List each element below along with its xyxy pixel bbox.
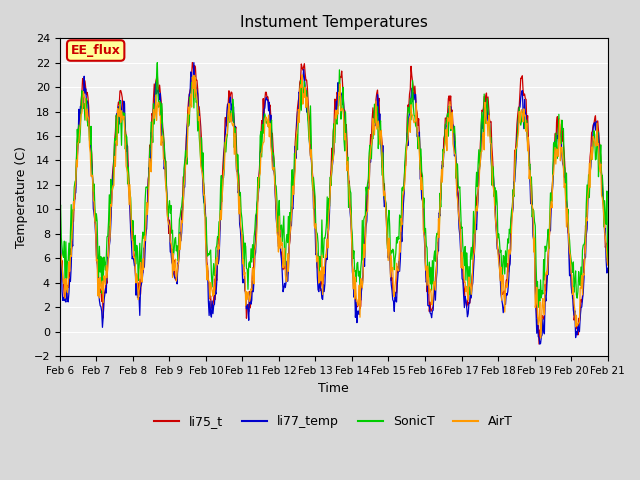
li75_t	[604, 252, 611, 258]
SonicT	[122, 132, 130, 138]
SonicT	[534, 304, 542, 310]
li77_temp	[536, 341, 543, 347]
li77_temp	[190, 60, 198, 65]
SonicT	[401, 158, 409, 164]
Line: AirT: AirT	[60, 75, 607, 338]
li77_temp	[207, 314, 215, 320]
AirT	[298, 72, 306, 78]
AirT	[207, 279, 214, 285]
AirT	[56, 222, 63, 228]
li75_t	[401, 163, 409, 168]
li75_t	[207, 305, 215, 311]
li77_temp	[122, 148, 130, 154]
li77_temp	[66, 276, 74, 282]
AirT	[537, 335, 545, 341]
AirT	[401, 177, 409, 183]
Text: EE_flux: EE_flux	[71, 44, 120, 57]
AirT	[604, 262, 611, 268]
li77_temp	[178, 229, 186, 235]
Line: SonicT: SonicT	[60, 62, 607, 307]
AirT	[122, 163, 130, 169]
AirT	[417, 187, 425, 192]
li77_temp	[56, 238, 63, 243]
li77_temp	[401, 163, 409, 168]
SonicT	[417, 146, 425, 152]
Y-axis label: Temperature (C): Temperature (C)	[15, 146, 28, 248]
SonicT	[604, 258, 611, 264]
li75_t	[535, 341, 543, 347]
SonicT	[154, 60, 161, 65]
AirT	[66, 268, 74, 274]
Line: li75_t: li75_t	[60, 62, 607, 344]
Legend: li75_t, li77_temp, SonicT, AirT: li75_t, li77_temp, SonicT, AirT	[149, 410, 518, 433]
Title: Instument Temperatures: Instument Temperatures	[240, 15, 428, 30]
SonicT	[179, 194, 186, 200]
li75_t	[122, 132, 130, 138]
li77_temp	[417, 178, 425, 183]
li75_t	[66, 271, 74, 276]
li75_t	[56, 234, 63, 240]
Line: li77_temp: li77_temp	[60, 62, 607, 344]
X-axis label: Time: Time	[318, 382, 349, 395]
li77_temp	[604, 265, 611, 271]
SonicT	[66, 262, 74, 268]
li75_t	[189, 60, 196, 65]
SonicT	[56, 216, 63, 222]
li75_t	[417, 156, 425, 161]
SonicT	[207, 272, 215, 277]
li75_t	[178, 208, 186, 214]
AirT	[178, 218, 186, 224]
